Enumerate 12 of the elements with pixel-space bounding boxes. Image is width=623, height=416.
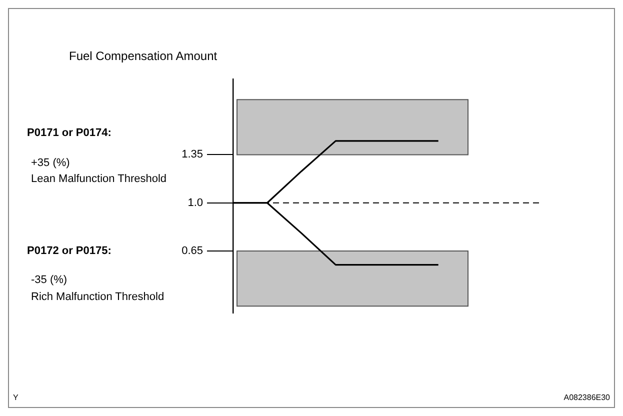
text: Lean Malfunction Threshold (31, 173, 167, 185)
y-tick-label: 1.0 (188, 196, 203, 209)
y-tick-label: 1.35 (182, 148, 203, 161)
text: -35 (%) (31, 274, 68, 286)
y-tick-label: 0.65 (182, 245, 203, 258)
text: Rich Malfunction Threshold (31, 291, 164, 303)
chart-title: Fuel Compensation Amount (69, 49, 218, 63)
text: Y (13, 393, 18, 402)
text: +35 (%) (31, 157, 70, 169)
text: A082386E30 (564, 393, 610, 402)
text: P0171 or P0174: (27, 127, 112, 139)
text: P0172 or P0175: (27, 245, 112, 257)
